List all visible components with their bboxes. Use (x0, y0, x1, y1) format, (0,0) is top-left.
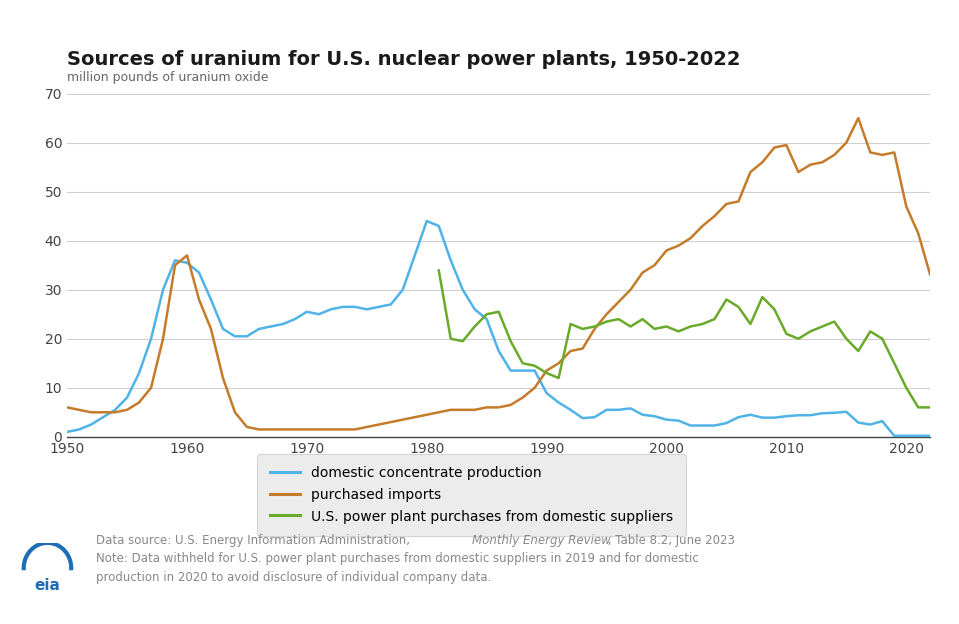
Text: , Table 8.2, June 2023: , Table 8.2, June 2023 (604, 534, 735, 547)
Text: production in 2020 to avoid disclosure of individual company data.: production in 2020 to avoid disclosure o… (96, 571, 491, 584)
Text: eia: eia (35, 578, 60, 593)
Text: Data source: U.S. Energy Information Administration,: Data source: U.S. Energy Information Adm… (96, 534, 413, 547)
Text: Monthly Energy Review: Monthly Energy Review (472, 534, 611, 547)
Text: Note: Data withheld for U.S. power plant purchases from domestic suppliers in 20: Note: Data withheld for U.S. power plant… (96, 552, 699, 565)
Text: Sources of uranium for U.S. nuclear power plants, 1950-2022: Sources of uranium for U.S. nuclear powe… (67, 50, 740, 69)
Text: million pounds of uranium oxide: million pounds of uranium oxide (67, 71, 269, 84)
Legend: domestic concentrate production, purchased imports, U.S. power plant purchases f: domestic concentrate production, purchas… (257, 454, 686, 536)
